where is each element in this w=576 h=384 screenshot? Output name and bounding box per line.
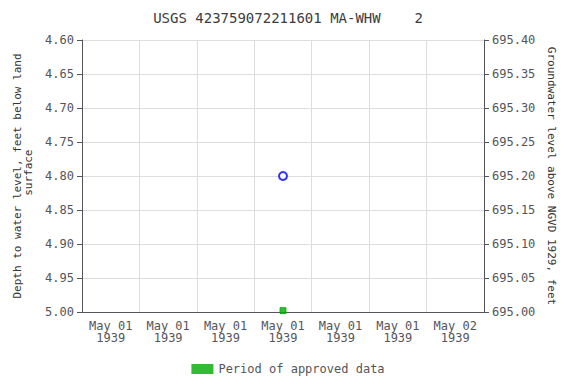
- svg-text:USGS 423759072211601 MA-WHW: USGS 423759072211601 MA-WHW 2: [153, 10, 423, 26]
- svg-text:695.40: 695.40: [492, 33, 535, 47]
- svg-text:surface: surface: [22, 150, 35, 203]
- svg-text:1939: 1939: [211, 331, 240, 345]
- svg-text:695.20: 695.20: [492, 169, 535, 183]
- svg-text:May 01: May 01: [146, 319, 190, 333]
- svg-text:May 01: May 01: [376, 319, 420, 333]
- svg-text:4.65: 4.65: [45, 67, 74, 81]
- svg-text:695.25: 695.25: [492, 135, 535, 149]
- svg-text:695.35: 695.35: [492, 67, 535, 81]
- svg-text:Period of approved data: Period of approved data: [218, 362, 384, 376]
- svg-text:May 02: May 02: [433, 319, 477, 333]
- svg-text:5.00: 5.00: [45, 305, 74, 319]
- svg-text:4.90: 4.90: [45, 237, 74, 251]
- svg-text:May 01: May 01: [89, 319, 133, 333]
- svg-text:4.80: 4.80: [45, 169, 74, 183]
- svg-text:May 01: May 01: [203, 319, 248, 333]
- svg-text:695.00: 695.00: [492, 305, 535, 319]
- svg-text:695.30: 695.30: [492, 101, 535, 115]
- svg-text:May 01: May 01: [318, 319, 363, 333]
- svg-text:4.70: 4.70: [45, 101, 74, 115]
- svg-text:1939: 1939: [441, 331, 470, 345]
- svg-text:1939: 1939: [154, 331, 183, 345]
- svg-text:695.05: 695.05: [492, 271, 535, 285]
- svg-text:4.95: 4.95: [45, 271, 74, 285]
- svg-text:695.15: 695.15: [492, 203, 535, 217]
- svg-text:Groundwater level above NGVD 1: Groundwater level above NGVD 1929, feet: [545, 47, 558, 305]
- svg-text:1939: 1939: [269, 331, 298, 345]
- svg-text:1939: 1939: [326, 331, 355, 345]
- svg-text:Depth to water level, feet bel: Depth to water level, feet below land: [11, 53, 25, 299]
- svg-text:4.75: 4.75: [45, 135, 74, 149]
- svg-text:4.85: 4.85: [45, 203, 74, 217]
- svg-text:4.60: 4.60: [45, 33, 74, 47]
- svg-text:1939: 1939: [96, 331, 125, 345]
- svg-text:May 01: May 01: [261, 319, 305, 333]
- svg-text:695.10: 695.10: [492, 237, 535, 251]
- svg-text:1939: 1939: [383, 331, 412, 345]
